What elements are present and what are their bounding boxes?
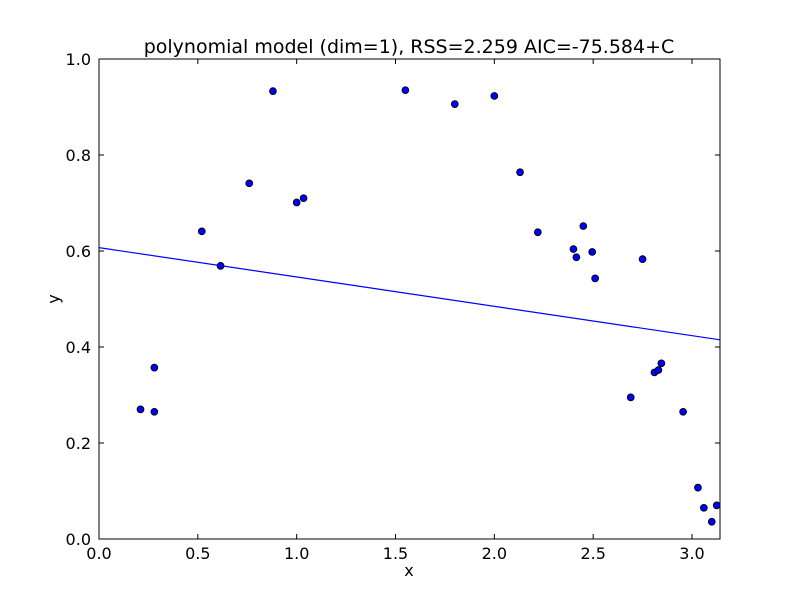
data-point bbox=[700, 503, 708, 512]
data-point bbox=[292, 198, 301, 207]
data-point bbox=[150, 407, 159, 416]
data-point bbox=[707, 517, 716, 526]
data-point bbox=[694, 483, 702, 492]
data-point bbox=[572, 253, 581, 262]
x-tick-label: 2.5 bbox=[580, 544, 605, 563]
data-point bbox=[490, 92, 499, 100]
data-point bbox=[533, 228, 542, 237]
y-tick-label: 0.6 bbox=[66, 242, 91, 261]
data-point bbox=[216, 262, 225, 270]
data-point bbox=[299, 194, 308, 203]
data-point bbox=[245, 179, 254, 188]
plot-frame bbox=[98, 58, 721, 540]
data-point bbox=[569, 245, 578, 253]
y-tick-label: 0.2 bbox=[66, 434, 91, 453]
y-tick-label: 0.0 bbox=[66, 530, 91, 549]
data-point bbox=[626, 393, 635, 402]
data-point bbox=[579, 222, 588, 230]
data-point bbox=[197, 227, 206, 236]
fit-line bbox=[98, 247, 721, 341]
data-point bbox=[401, 86, 410, 95]
y-axis-label: y bbox=[44, 294, 63, 303]
data-point bbox=[654, 366, 663, 374]
x-tick-label: 1.0 bbox=[284, 544, 309, 563]
data-point bbox=[150, 363, 159, 372]
x-tick-label: 0.5 bbox=[185, 544, 210, 563]
data-point bbox=[136, 405, 145, 414]
data-point bbox=[657, 359, 666, 368]
data-point bbox=[638, 255, 647, 264]
data-point bbox=[588, 248, 597, 256]
y-tick-label: 0.8 bbox=[66, 146, 91, 165]
chart-title: polynomial model (dim=1), RSS=2.259 AIC=… bbox=[144, 36, 675, 58]
x-tick-label: 1.5 bbox=[383, 544, 408, 563]
data-point bbox=[450, 100, 459, 108]
y-tick-label: 0.4 bbox=[66, 338, 91, 357]
x-axis-label: x bbox=[404, 561, 413, 580]
data-point bbox=[269, 87, 277, 96]
y-tick-label: 1.0 bbox=[66, 50, 91, 69]
data-point bbox=[679, 407, 687, 416]
data-point bbox=[712, 501, 721, 510]
data-point bbox=[516, 168, 524, 177]
data-point bbox=[591, 274, 600, 283]
x-tick-label: 2.0 bbox=[482, 544, 507, 563]
x-tick-label: 0.0 bbox=[86, 544, 111, 563]
x-tick-label: 3.0 bbox=[679, 544, 704, 563]
